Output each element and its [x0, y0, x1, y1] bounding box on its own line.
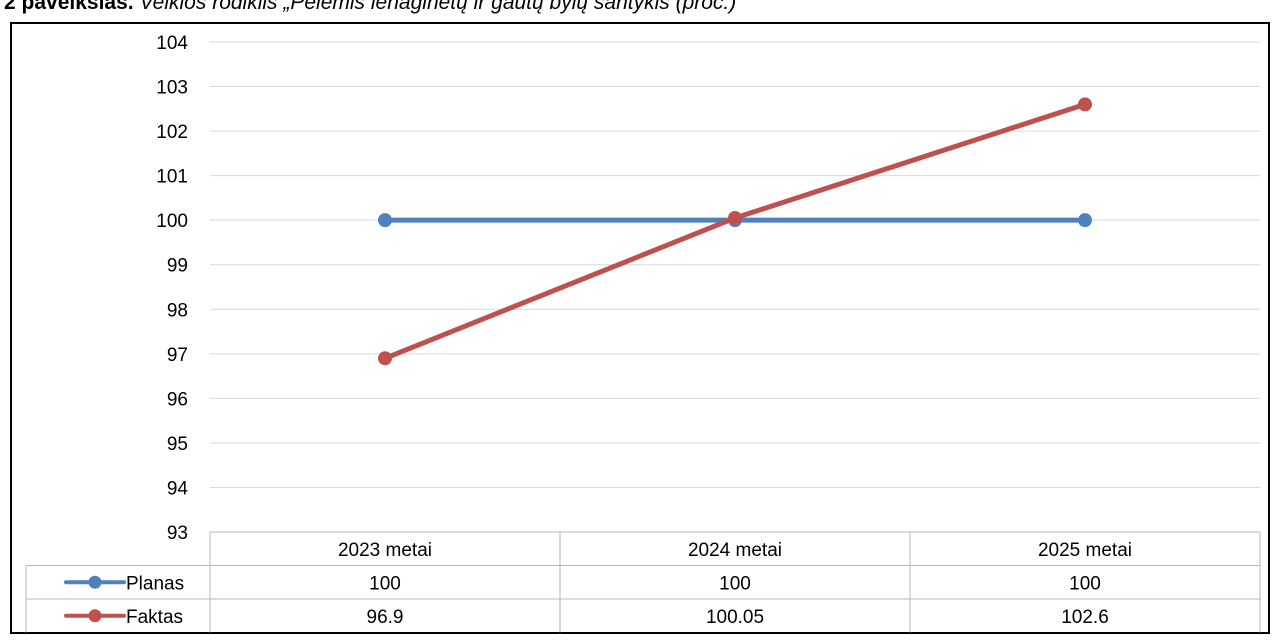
table-value: 100	[1069, 573, 1101, 594]
y-tick-label: 97	[167, 345, 188, 366]
data-point-faktas	[728, 210, 742, 225]
data-point-planas	[378, 213, 392, 228]
chart-frame	[10, 22, 1270, 634]
table-value: 100	[719, 573, 751, 594]
y-tick-label: 96	[167, 389, 188, 410]
table-value: 96.9	[367, 607, 404, 628]
y-tick-label: 94	[167, 478, 189, 499]
y-tick-label: 95	[167, 434, 188, 455]
y-tick-label: 104	[156, 33, 188, 54]
y-tick-label: 102	[156, 122, 188, 143]
y-tick-label: 98	[167, 300, 188, 321]
y-tick-label: 103	[156, 78, 188, 99]
y-tick-label: 99	[167, 256, 188, 277]
y-tick-label: 93	[167, 523, 188, 544]
table-value: 102.6	[1061, 607, 1109, 628]
y-tick-label: 100	[156, 211, 188, 232]
data-point-planas	[1078, 213, 1092, 228]
legend-series-name: Faktas	[126, 607, 183, 628]
legend-key-marker	[88, 609, 102, 623]
data-table: 2023 metai 2024 metai 2025 metai Planas 100 1…	[25, 531, 1261, 633]
series-line-faktas	[382, 101, 1088, 361]
table-value: 100	[369, 573, 401, 594]
data-point-faktas	[378, 351, 392, 366]
x-category-label: 2025 metai	[1038, 540, 1132, 561]
x-category-label: 2024 metai	[688, 540, 782, 561]
legend-series-name: Planas	[126, 573, 184, 594]
table-value: 100.05	[706, 607, 764, 628]
y-axis-ticks: 93 94 95 96 97 98 99 100 101 102 103 104	[156, 33, 188, 544]
series-lines	[378, 97, 1092, 366]
data-point-faktas	[1078, 97, 1092, 112]
y-tick-label: 101	[156, 167, 188, 188]
caption-label: 2 paveikslas.	[4, 0, 134, 14]
caption-text: Veiklos rodiklis „Pelėmis ienaginėtų ir …	[133, 0, 737, 14]
x-category-label: 2023 metai	[338, 540, 432, 561]
gridlines	[210, 41, 1260, 488]
legend-key-marker	[88, 575, 102, 589]
figure-caption: 2 paveikslas. Veiklos rodiklis „Pelėmis …	[4, 0, 736, 14]
